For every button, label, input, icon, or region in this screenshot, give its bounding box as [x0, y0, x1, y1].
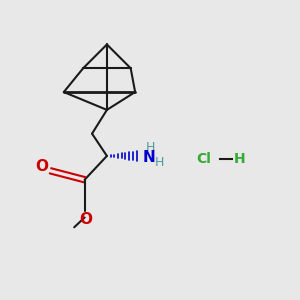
Text: H: H — [233, 152, 245, 166]
Text: N: N — [142, 150, 155, 165]
Text: H: H — [145, 141, 155, 154]
Text: O: O — [35, 159, 48, 174]
Text: H: H — [155, 156, 164, 169]
Text: O: O — [80, 212, 93, 227]
Text: Cl: Cl — [196, 152, 211, 166]
